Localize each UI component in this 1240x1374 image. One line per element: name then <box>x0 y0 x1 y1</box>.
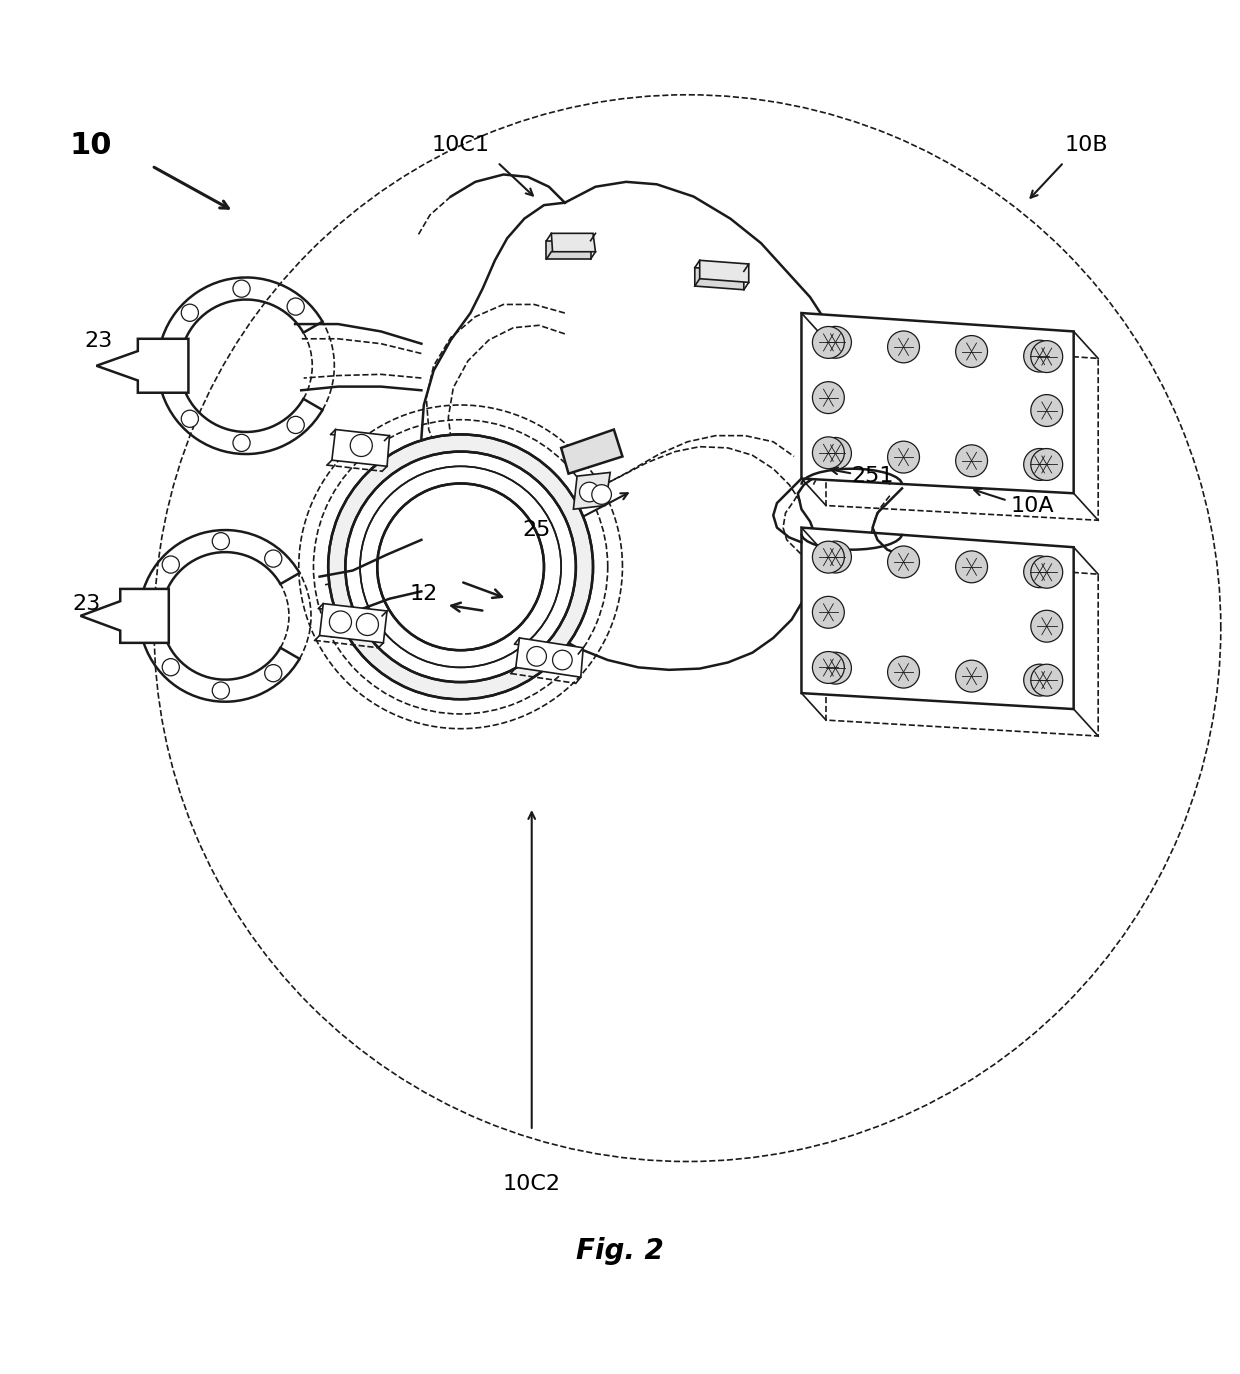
Circle shape <box>812 651 844 683</box>
Polygon shape <box>332 430 389 466</box>
Polygon shape <box>694 268 744 290</box>
Text: 10A: 10A <box>1011 496 1054 515</box>
Circle shape <box>888 545 920 578</box>
Circle shape <box>288 298 304 315</box>
Circle shape <box>812 437 844 469</box>
Circle shape <box>1030 610 1063 642</box>
Circle shape <box>812 596 844 628</box>
Circle shape <box>350 434 372 456</box>
Circle shape <box>1030 394 1063 426</box>
Circle shape <box>1030 664 1063 697</box>
Circle shape <box>1024 448 1055 481</box>
Circle shape <box>264 665 281 682</box>
Circle shape <box>162 556 180 573</box>
Circle shape <box>1024 556 1055 588</box>
Circle shape <box>1024 341 1055 372</box>
Circle shape <box>820 437 852 470</box>
Polygon shape <box>552 234 595 251</box>
Circle shape <box>956 335 987 367</box>
Circle shape <box>527 647 547 666</box>
Circle shape <box>162 658 180 676</box>
Circle shape <box>956 660 987 692</box>
Circle shape <box>812 327 844 359</box>
Circle shape <box>956 445 987 477</box>
Circle shape <box>141 607 159 624</box>
Circle shape <box>377 484 544 650</box>
Circle shape <box>212 533 229 550</box>
Circle shape <box>888 441 920 473</box>
Circle shape <box>553 650 572 671</box>
Text: 23: 23 <box>84 331 113 352</box>
Circle shape <box>233 280 250 297</box>
Circle shape <box>181 304 198 322</box>
Polygon shape <box>81 589 169 643</box>
Text: 251: 251 <box>852 466 894 486</box>
Circle shape <box>181 411 198 427</box>
Circle shape <box>329 434 593 699</box>
Circle shape <box>160 357 177 374</box>
Text: 10C1: 10C1 <box>432 135 490 155</box>
Text: 25: 25 <box>522 519 551 540</box>
Circle shape <box>591 485 611 504</box>
Polygon shape <box>547 240 590 260</box>
Circle shape <box>820 653 852 684</box>
Circle shape <box>956 551 987 583</box>
Text: 23: 23 <box>72 594 100 614</box>
Polygon shape <box>562 430 622 474</box>
Text: 10C2: 10C2 <box>502 1173 560 1194</box>
Circle shape <box>356 613 378 636</box>
Circle shape <box>1030 448 1063 481</box>
Circle shape <box>212 682 229 699</box>
Polygon shape <box>516 638 583 677</box>
Circle shape <box>1024 664 1055 697</box>
Circle shape <box>1030 556 1063 588</box>
Polygon shape <box>801 313 1074 493</box>
Circle shape <box>812 382 844 414</box>
Circle shape <box>1030 341 1063 372</box>
Circle shape <box>233 434 250 452</box>
Circle shape <box>820 327 852 359</box>
Text: 10B: 10B <box>1064 135 1107 155</box>
Polygon shape <box>699 260 749 283</box>
Polygon shape <box>320 603 387 643</box>
Circle shape <box>820 541 852 573</box>
Polygon shape <box>573 473 610 510</box>
Circle shape <box>330 611 351 633</box>
Circle shape <box>888 657 920 688</box>
Circle shape <box>288 416 304 434</box>
Text: 10: 10 <box>69 131 112 159</box>
Text: 12: 12 <box>409 584 438 603</box>
Polygon shape <box>801 528 1074 709</box>
Circle shape <box>812 541 844 573</box>
Polygon shape <box>97 339 188 393</box>
Circle shape <box>888 331 920 363</box>
Text: Fig. 2: Fig. 2 <box>577 1237 663 1265</box>
Circle shape <box>264 550 281 567</box>
Circle shape <box>346 452 575 682</box>
Circle shape <box>579 482 599 502</box>
